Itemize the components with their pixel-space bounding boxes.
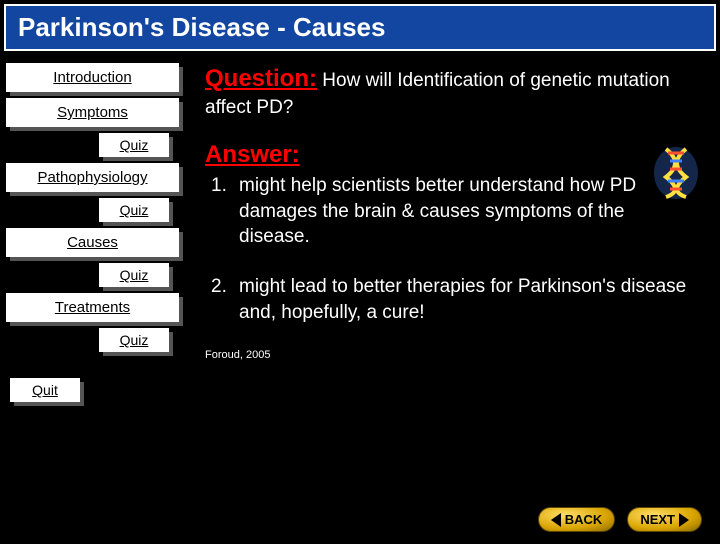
page-title: Parkinson's Disease - Causes — [4, 4, 716, 51]
arrow-right-icon — [679, 513, 689, 527]
answer-list: 1. might help scientists better understa… — [205, 173, 692, 325]
citation: Foroud, 2005 — [205, 349, 692, 361]
answer-text: might help scientists better understand … — [239, 173, 692, 250]
nav-pathophysiology[interactable]: Pathophysiology — [6, 163, 179, 192]
next-label: NEXT — [640, 512, 675, 527]
sidebar: Introduction Symptoms Quiz Pathophysiolo… — [0, 55, 185, 535]
answer-item: 2. might lead to better therapies for Pa… — [211, 274, 692, 325]
answer-text: might lead to better therapies for Parki… — [239, 274, 692, 325]
dna-icon — [652, 145, 700, 201]
nav-treatments[interactable]: Treatments — [6, 293, 179, 322]
main-content: Question: How will Identification of gen… — [185, 55, 720, 535]
nav-quiz-causes[interactable]: Quiz — [99, 263, 169, 287]
question-block: Question: How will Identification of gen… — [205, 63, 692, 121]
nav-quiz-treatments[interactable]: Quiz — [99, 328, 169, 352]
nav-arrows: BACK NEXT — [538, 507, 702, 532]
answer-number: 1. — [211, 173, 239, 250]
nav-quit[interactable]: Quit — [10, 378, 80, 402]
answer-number: 2. — [211, 274, 239, 325]
nav-causes[interactable]: Causes — [6, 228, 179, 257]
answer-item: 1. might help scientists better understa… — [211, 173, 692, 250]
question-label: Question: — [205, 65, 317, 92]
content-layout: Introduction Symptoms Quiz Pathophysiolo… — [0, 55, 720, 535]
back-button[interactable]: BACK — [538, 507, 616, 532]
arrow-left-icon — [551, 513, 561, 527]
next-button[interactable]: NEXT — [627, 507, 702, 532]
nav-quiz-pathophysiology[interactable]: Quiz — [99, 198, 169, 222]
nav-symptoms[interactable]: Symptoms — [6, 98, 179, 127]
nav-introduction[interactable]: Introduction — [6, 63, 179, 92]
back-label: BACK — [565, 512, 603, 527]
answer-label: Answer: — [205, 141, 692, 169]
nav-quiz-symptoms[interactable]: Quiz — [99, 133, 169, 157]
